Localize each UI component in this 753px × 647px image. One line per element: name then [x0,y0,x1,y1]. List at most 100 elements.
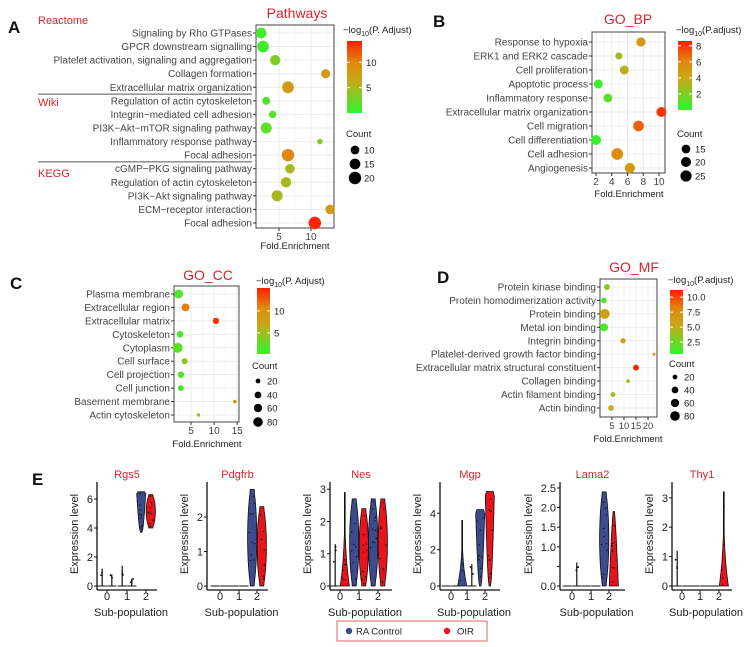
panel-label-c: C [10,274,22,293]
cell-point [461,526,463,529]
enrichment-dot [321,69,331,79]
cell-point [150,512,152,515]
size-legend-dot [348,171,362,185]
y-axis-label: Expression level [69,494,81,574]
size-legend-dot [253,403,263,413]
gene-title: Lama2 [576,469,610,481]
term-label: Cell adhesion [527,150,588,161]
size-legend-dot [680,156,692,168]
cell-point [334,545,337,548]
y-tick-label: 1 [197,547,203,559]
y-tick-label: 0 [662,581,668,593]
cell-point [141,525,143,527]
cell-point [129,581,132,584]
enrichment-dot [172,342,183,353]
enrichment-dot [176,331,184,338]
colorbar-title-suffix: (P.adjust) [702,25,741,36]
term-label: Extracellular matrix [85,316,170,327]
plot-title: Pathways [267,5,328,21]
cell-point [140,514,143,517]
term-label: Cytoplasm [123,343,170,354]
cell-point [365,543,368,545]
cell-point [676,567,678,570]
cell-point [478,558,480,561]
size-legend-label: 15 [364,160,375,171]
cell-point [491,529,493,532]
term-label: Cell junction [116,384,170,395]
y-axis-label: Expression level [179,494,191,574]
x-axis-label: Fold.Enrichment [172,439,242,450]
enrichment-dot [620,338,626,344]
cell-point [140,526,142,529]
term-label: Metal ion binding [520,323,596,334]
enrichment-dot [269,54,281,66]
cell-point [612,581,614,583]
plot-border [591,31,666,174]
term-label: Cell migration [527,122,588,133]
y-tick-label: 4 [430,508,436,520]
cell-point [723,531,725,534]
cell-point [139,517,142,519]
term-label: PI3K−Akt−mTOR signaling pathway [93,124,252,135]
cell-point [602,501,605,504]
enrichment-dot [599,308,610,319]
cell-point [363,534,365,536]
cell-point [612,542,614,545]
y-tick-label: 2 [320,516,326,528]
enrichment-dot [260,122,272,134]
plot-border [255,24,335,229]
term-label: Angiogenesis [528,164,588,175]
term-label: Extracellular matrix organization [446,108,588,119]
enrichment-dot [633,120,644,132]
plot-border [173,285,240,423]
enrichment-dot [262,96,271,105]
cell-point [139,509,142,511]
x-tick-label: 0 [679,591,685,603]
term-label: Actin filament binding [501,390,596,401]
enrichment-dot [624,162,636,174]
cell-point [461,546,463,548]
size-legend-label: 20 [695,158,706,169]
plot-border [599,278,658,418]
term-label: Cell differentiation [508,136,588,147]
term-label: Actin binding [539,404,596,415]
y-tick-label: 0 [430,581,436,593]
cell-point [343,506,346,508]
cell-point [674,558,677,561]
enrichment-dot [174,289,184,299]
cell-point [722,576,724,579]
violin-oir [256,506,267,587]
enrichment-dot [608,405,614,411]
x-tick-label: 20 [643,421,654,432]
cell-point [344,559,346,561]
cell-point [363,583,365,585]
y-tick-label: 2 [197,512,203,524]
cell-point [262,530,264,533]
term-label: Integrin binding [528,336,596,347]
cell-point [252,495,255,498]
cell-point [385,544,387,547]
x-tick-label: 0 [337,591,343,603]
size-legend-label: 20 [267,377,278,388]
enrichment-dot [652,352,656,356]
colorbar-title-suffix: (P. Adjust) [282,276,325,287]
x-axis-label: Sub-population [204,607,278,619]
y-tick-label: 3 [662,493,668,505]
colorbar-title: −log10(P. Adjust) [256,276,325,289]
colorbar-tick-label: 2 [696,89,701,100]
term-label: Inflammatory response pathway [110,137,252,148]
x-tick-label: 2 [593,177,599,188]
x-tick-label: 0 [448,591,454,603]
colorbar-title: −log10(P. Adjust) [343,25,412,38]
y-tick-label: 1.5 [541,522,556,534]
term-label: Cytoskeleton [112,330,170,341]
term-label: Regulation of actin cytoskeleton [111,178,252,189]
cell-point [260,514,262,516]
y-tick-label: 0 [87,581,93,593]
cell-point [722,527,725,529]
x-tick-label: 1 [697,591,703,603]
cell-point [489,498,492,500]
cell-point [139,513,141,515]
cell-point [373,541,376,544]
